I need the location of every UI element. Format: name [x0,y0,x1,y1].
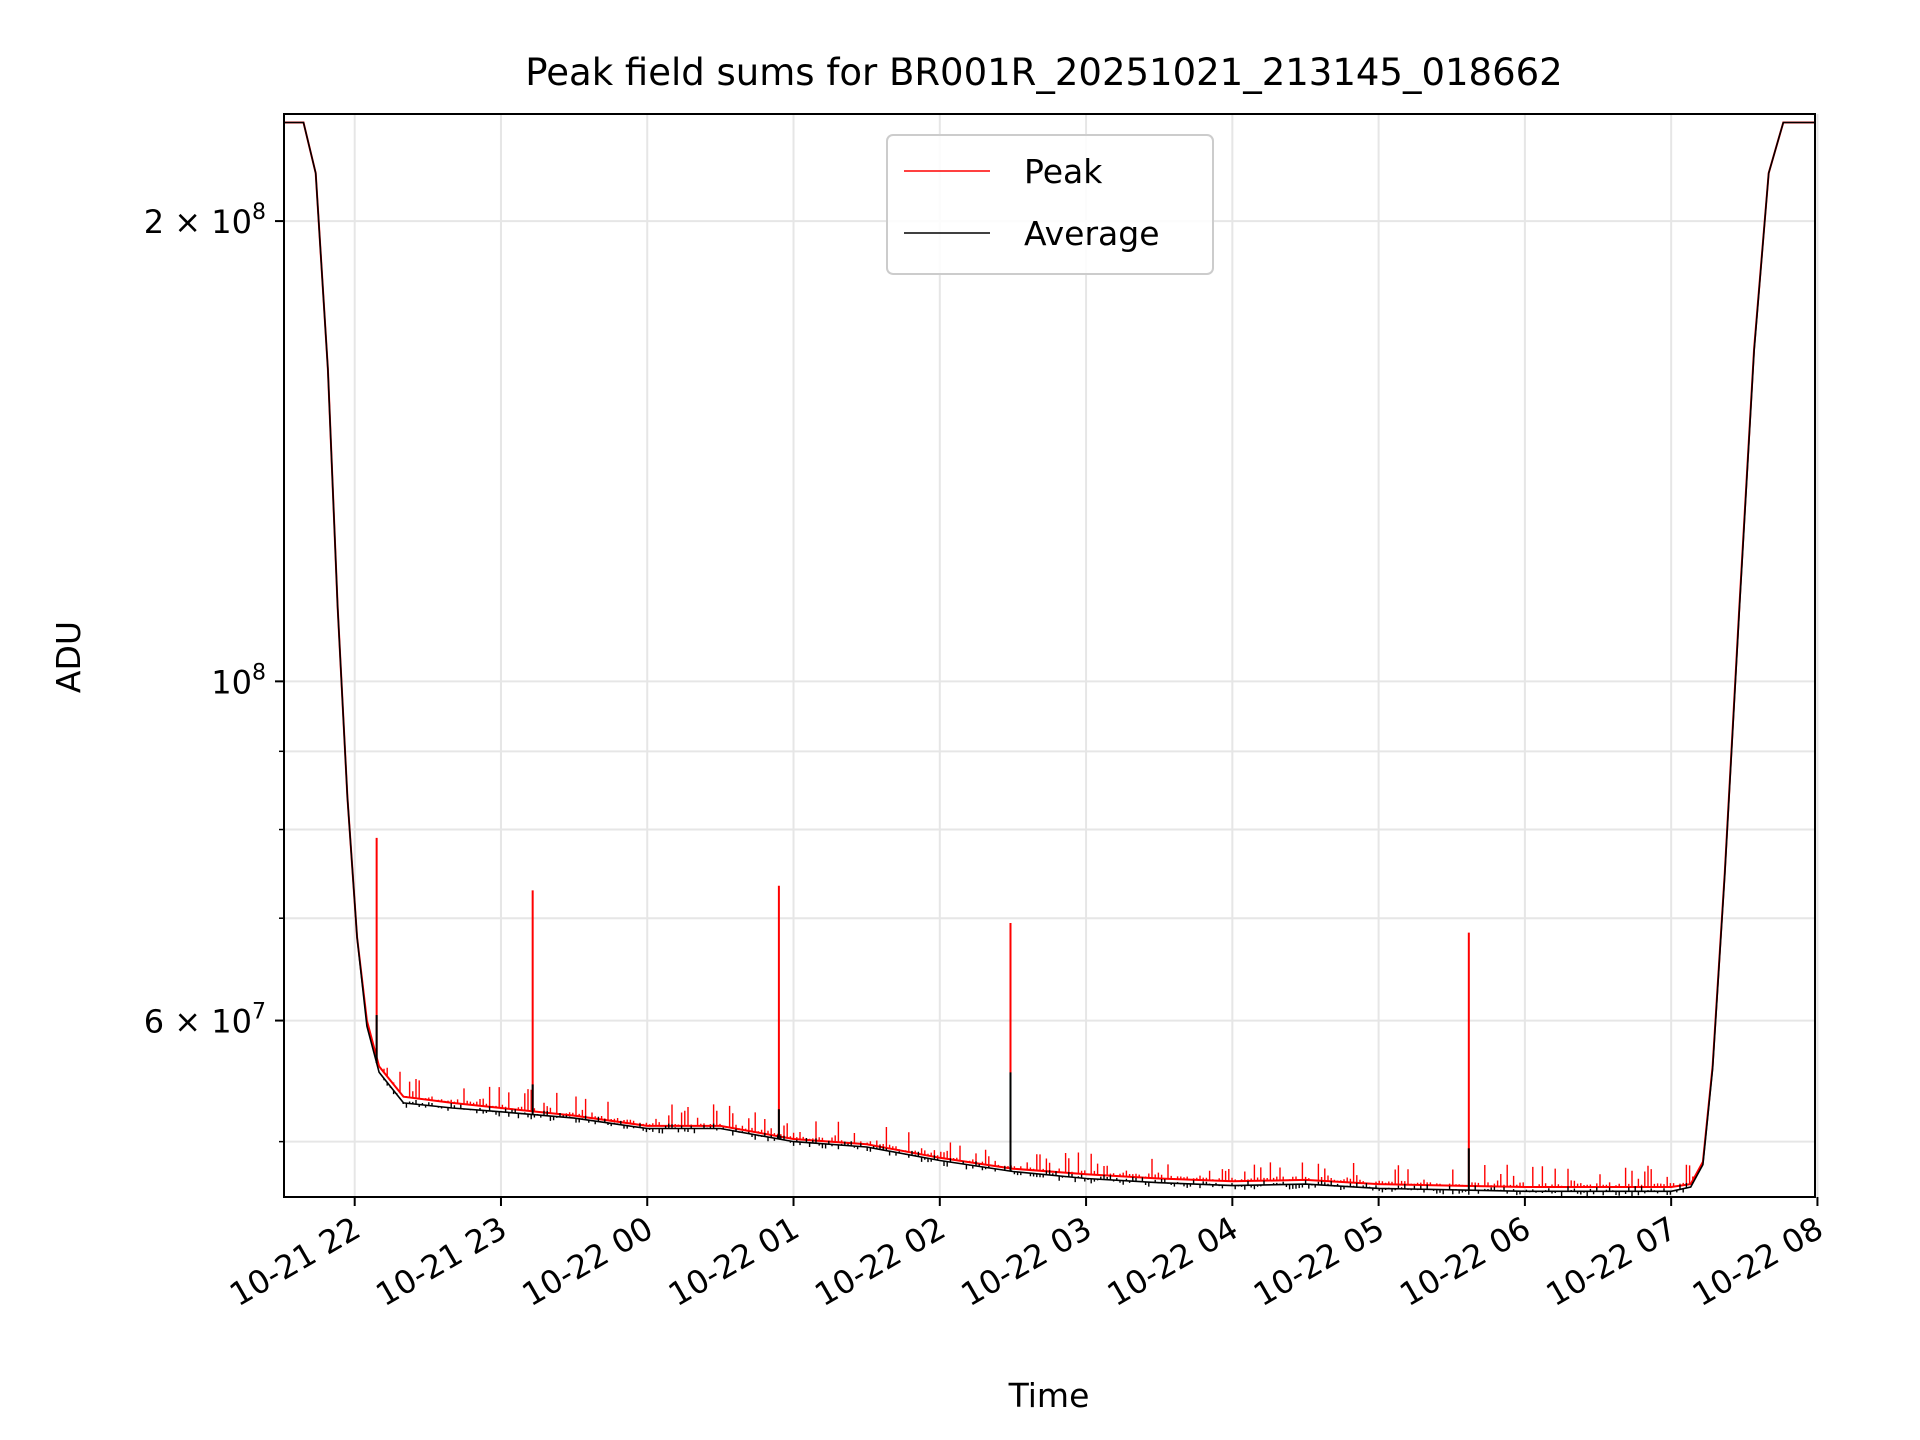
series-peak [284,121,1815,1188]
x-tick-label: 10-22 04 [1101,1209,1245,1314]
x-tick-label: 10-21 23 [369,1209,513,1314]
y-tick-label: 2 × 108 [144,200,266,241]
x-tick-label: 10-22 08 [1686,1209,1830,1314]
x-axis: 10-21 22 10-21 23 10-22 00 10-22 01 10-22 02… [223,1197,1829,1314]
series-line [284,121,1815,1193]
series-average [284,121,1815,1197]
y-axis: 2 × 108 108 6 × 107 [144,200,284,1143]
legend: Peak Average [886,134,1214,275]
legend-average-label: Average [1024,214,1160,253]
plot-frame [283,113,1816,1198]
series-noise [383,1067,1694,1187]
x-tick-label: 10-22 07 [1540,1209,1684,1314]
series-line [284,121,1815,1188]
x-tick-label: 10-22 02 [808,1209,952,1314]
x-tick-label: 10-22 05 [1247,1209,1391,1314]
y-tick-label: 108 [211,660,266,701]
y-axis-label: ADU [49,621,88,693]
legend-peak-label: Peak [1024,152,1103,191]
grid-lines [284,114,1819,1197]
chart-title: Peak field sums for BR001R_20251021_2131… [525,51,1562,94]
series-layer [284,121,1815,1197]
series-noise [383,1078,1694,1197]
x-tick-label: 10-22 03 [954,1209,1098,1314]
x-tick-label: 10-22 01 [662,1209,806,1314]
x-tick-label: 10-22 00 [516,1209,660,1314]
x-tick-label: 10-22 06 [1393,1209,1537,1314]
x-axis-label: Time [1008,1376,1090,1415]
x-tick-label: 10-21 22 [223,1209,367,1314]
legend-box [886,134,1214,275]
y-tick-label: 6 × 107 [144,1000,266,1041]
